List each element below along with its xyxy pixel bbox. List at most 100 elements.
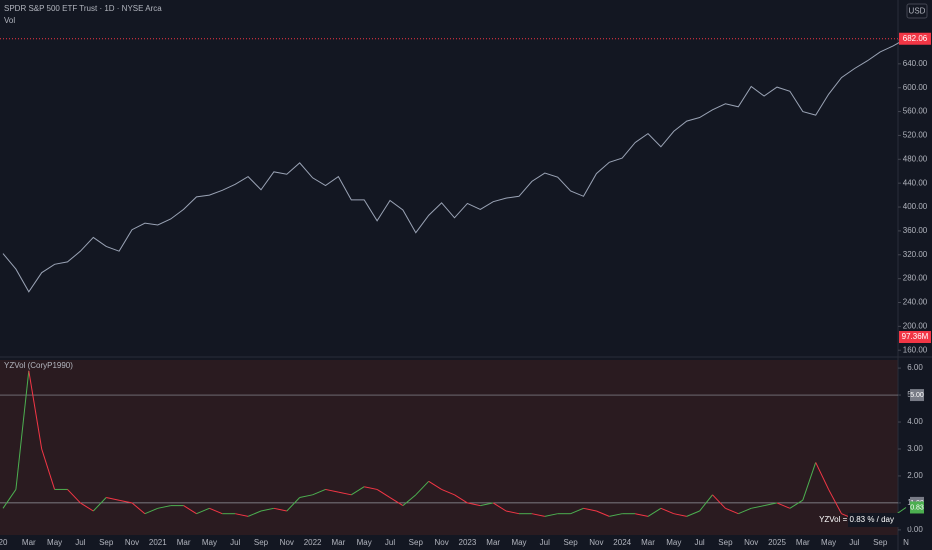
y-tick-label: 4.00 [907, 417, 923, 426]
indicator-segment [402, 494, 417, 506]
indicator-segment [480, 502, 494, 507]
level-badge-text: 5.00 [910, 392, 924, 399]
x-tick-label: Jul [75, 538, 85, 547]
indicator-segment [686, 510, 700, 517]
x-tick-label: May [202, 538, 217, 547]
x-tick-label: 2024 [613, 538, 631, 547]
y-tick-label: 2.00 [907, 471, 923, 480]
indicator-segment [157, 505, 171, 509]
indicator-segment [828, 489, 842, 514]
x-tick-label: Nov [280, 538, 294, 547]
currency-button[interactable] [906, 3, 928, 19]
indicator-segment [596, 510, 610, 517]
indicator-segment [492, 502, 507, 512]
indicator-segment [196, 507, 210, 515]
y-tick-label: 360.00 [903, 226, 928, 235]
indicator-segment [505, 510, 520, 515]
x-tick-label: Jul [849, 538, 859, 547]
symbol-title: SPDR S&P 500 ETF Trust · 1D · NYSE Arca [4, 4, 162, 13]
indicator-segment [2, 489, 17, 509]
indicator-segment [673, 513, 687, 517]
x-tick-label: Mar [796, 538, 810, 547]
indicator-segment [544, 513, 558, 517]
indicator-segment [725, 507, 739, 515]
indicator-segment [712, 494, 726, 509]
price-badge [899, 32, 931, 45]
x-tick-label: Sep [718, 538, 733, 547]
currency[interactable]: USD [909, 7, 926, 16]
y-tick-label: 280.00 [903, 274, 928, 283]
x-tick-label: Nov [434, 538, 448, 547]
y-tick-label: 200.00 [903, 321, 928, 330]
x-tick-label: Nov [125, 538, 139, 547]
y-tick-label: 160.00 [903, 345, 928, 354]
indicator-segment [789, 499, 804, 509]
x-tick-label: May [47, 538, 62, 547]
y-tick-label: 560.00 [903, 107, 928, 116]
volume-badge [899, 331, 931, 343]
level-badge [910, 389, 924, 402]
annotation-box [848, 513, 910, 527]
indicator-segment [389, 497, 404, 507]
y-tick-label: 440.00 [903, 178, 928, 187]
indicator-segment [106, 497, 120, 501]
volume-badge-text: 97.36M [902, 332, 929, 341]
y-tick-label: 400.00 [903, 202, 928, 211]
y-tick-label: 520.00 [903, 131, 928, 140]
y-tick-label: 3.00 [907, 444, 923, 453]
indicator-segment [454, 494, 468, 504]
indicator-segment [28, 370, 43, 450]
indicator-segment [738, 507, 752, 515]
indicator-segment [467, 502, 481, 507]
indicator-segment [286, 497, 301, 512]
indicator-segment [299, 494, 313, 499]
x-tick-label: 20 [0, 538, 8, 547]
price-line [2, 38, 907, 293]
indicator-segment [338, 491, 352, 496]
x-tick-label: May [666, 538, 681, 547]
indicator-segment [41, 448, 56, 490]
indicator-segment [183, 505, 197, 515]
indicator-segment [776, 502, 791, 509]
x-tick-label: Jul [230, 538, 240, 547]
x-tick-label: Mar [641, 538, 655, 547]
indicator-segment [118, 499, 133, 504]
indicator-segment [351, 486, 365, 496]
indicator-title: YZVol (CoryP1990) [4, 361, 73, 370]
x-tick-label: Mar [177, 538, 191, 547]
x-tick-label: Sep [254, 538, 269, 547]
indicator-segment [67, 489, 81, 504]
indicator-pane [0, 360, 898, 535]
price-badge-text: 682.06 [903, 34, 928, 43]
indicator-segment [428, 480, 442, 490]
indicator-segment [660, 507, 674, 515]
indicator-segment [699, 494, 713, 512]
indicator-segment [80, 502, 94, 512]
x-tick-label: Jul [385, 538, 395, 547]
x-tick-label: Nov [589, 538, 603, 547]
x-tick-label: Sep [873, 538, 888, 547]
x-tick-label: Sep [409, 538, 424, 547]
x-tick-label: Mar [486, 538, 500, 547]
x-tick-label: Sep [563, 538, 578, 547]
y-tick-label: 480.00 [903, 154, 928, 163]
indicator-segment [312, 488, 326, 496]
y-tick-label: 320.00 [903, 250, 928, 259]
x-tick-label: Sep [99, 538, 114, 547]
x-tick-label: 2021 [149, 538, 167, 547]
annotation: YZVol = 0.83 % / day [819, 515, 894, 524]
x-tick-label: 2022 [304, 538, 322, 547]
x-tick-label: Nov [744, 538, 758, 547]
indicator-segment [415, 480, 430, 496]
x-tick-label: 2023 [459, 538, 477, 547]
indicator-segment [802, 462, 817, 501]
indicator-segment [609, 513, 623, 517]
y-tick-label: 600.00 [903, 83, 928, 92]
x-tick-label: May [511, 538, 526, 547]
x-tick-label: Mar [332, 538, 346, 547]
y-tick-label: 0.00 [907, 525, 923, 534]
x-tick-label: 2025 [768, 538, 786, 547]
y-tick-label: 640.00 [903, 59, 928, 68]
x-tick-label: Jul [694, 538, 704, 547]
